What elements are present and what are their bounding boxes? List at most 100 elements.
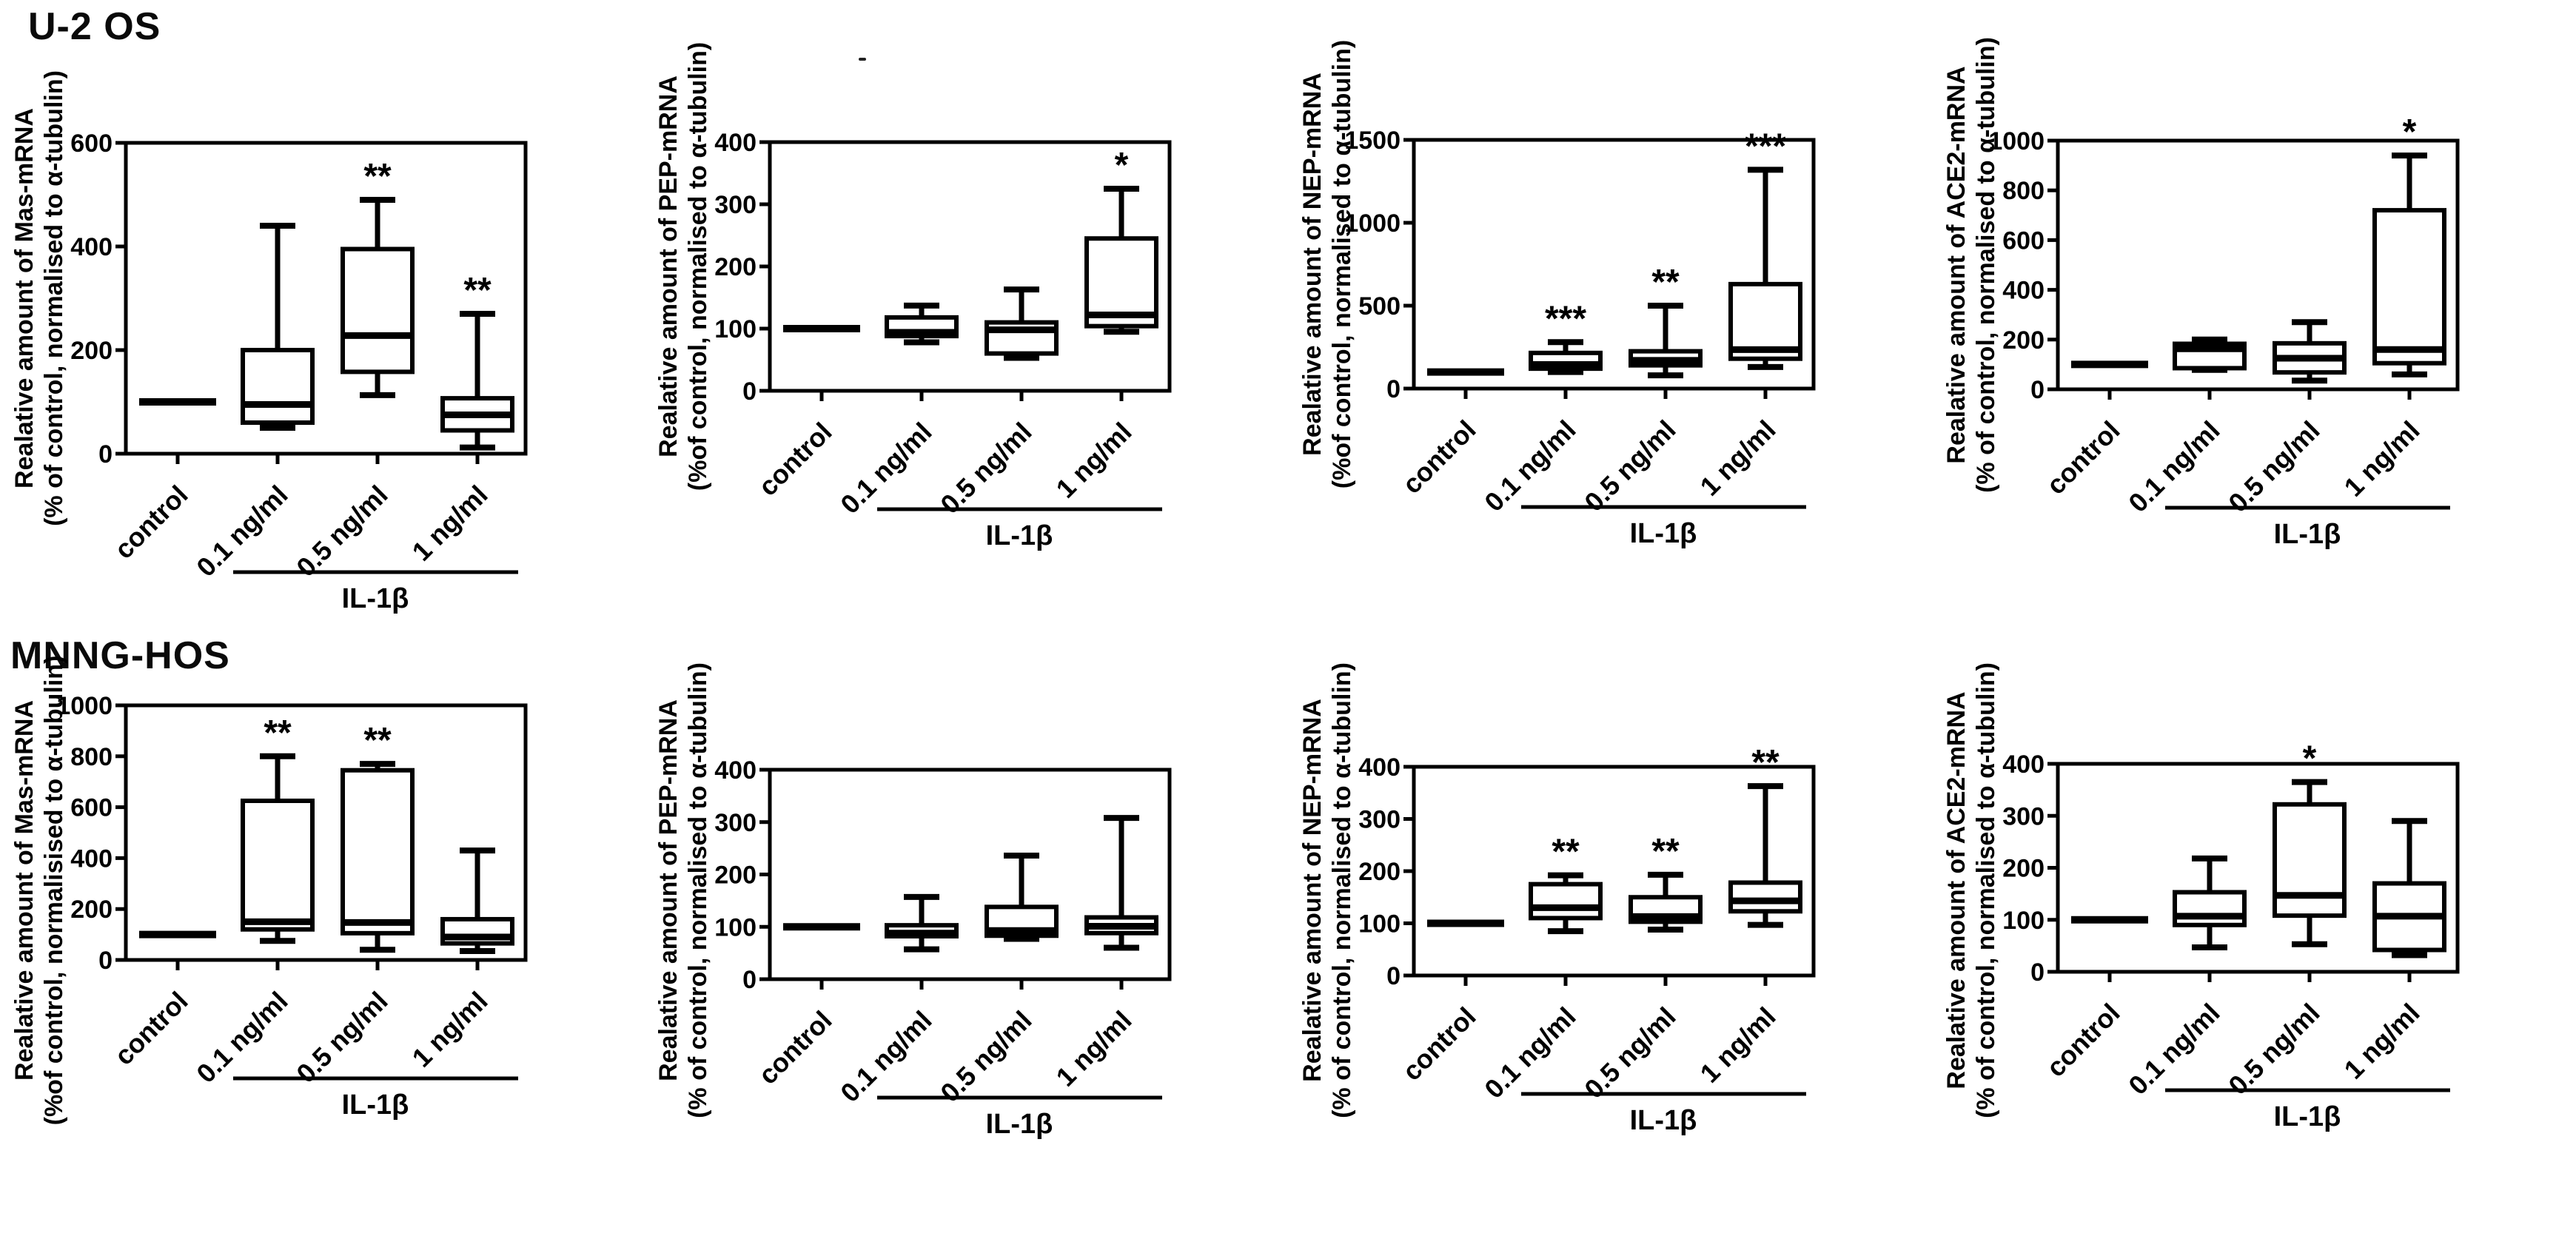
iqr-box: [2173, 890, 2247, 927]
treatment-group-label: IL-1β: [1630, 518, 1697, 549]
significance-stars: **: [1552, 833, 1580, 872]
y-axis-title-line2: (% of control, normalised to α-tubulin): [40, 70, 68, 526]
x-category-label: 1 ng/ml: [1050, 417, 1138, 504]
cell-line-title-u2os: U-2 OS: [28, 5, 161, 48]
x-category-label: 0.1 ng/ml: [2122, 998, 2225, 1101]
y-axis-tick-label: 0: [742, 377, 757, 406]
x-category-label: control: [752, 1005, 837, 1090]
y-axis-tick-label: 300: [2002, 802, 2045, 830]
y-axis-tick-label: 400: [70, 844, 113, 873]
x-category-label: 0.5 ng/ml: [934, 1005, 1037, 1108]
y-axis-tick-label: 800: [70, 743, 113, 771]
plot-frame: [124, 141, 528, 456]
x-category-label: 0.1 ng/ml: [1478, 414, 1581, 517]
y-axis-tick-label: 200: [70, 896, 113, 924]
x-category-label: control: [2040, 415, 2125, 500]
treatment-group-label: IL-1β: [2274, 519, 2341, 550]
boxplot-svg-mnng-mas: 0 200 400 600 800 1000 Realative amount of Mas…: [10, 656, 528, 1125]
y-axis-tick-label: 1000: [56, 692, 113, 720]
y-axis-title-line1: Realative amount of PEP-mRNA: [654, 75, 682, 457]
y-axis-tick-label: 300: [714, 809, 757, 837]
significance-stars: **: [1651, 263, 1680, 302]
y-axis-title-line1: Realative amount of NEP-mRNA: [1298, 699, 1326, 1082]
significance-stars: **: [264, 713, 292, 753]
y-axis-tick-label: 600: [70, 130, 113, 158]
plot-frame: [2056, 138, 2460, 392]
y-axis-title-line2: (%of control, normalised to α-tubulin): [1328, 40, 1356, 488]
plot-frame: [124, 703, 528, 962]
y-axis-tick-label: 100: [1358, 910, 1401, 938]
x-category-label: 1 ng/ml: [2338, 415, 2426, 503]
iqr-box: [1728, 880, 1802, 914]
iqr-box: [1084, 236, 1158, 329]
x-category-label: 0.1 ng/ml: [190, 986, 293, 1089]
treatment-group-label: IL-1β: [986, 520, 1053, 551]
treatment-group-label: IL-1β: [342, 583, 409, 614]
x-category-label: control: [108, 480, 193, 565]
treatment-group-label: IL-1β: [986, 1109, 1053, 1140]
y-axis-tick-label: 0: [2030, 958, 2045, 987]
significance-stars: ***: [1745, 127, 1786, 166]
y-axis-tick-label: 1000: [1344, 209, 1401, 238]
x-category-label: 0.1 ng/ml: [190, 480, 293, 582]
iqr-box: [241, 799, 315, 932]
y-axis-tick-label: 600: [70, 794, 113, 822]
boxplot-svg-mnng-nep: 0 100 200 300 400 Realative amount of NEP-mRN…: [1298, 662, 1816, 1136]
y-axis-title-line2: (% of control, normalised to α-tubulin): [1328, 662, 1356, 1118]
chart-mnng-hos-ace2-mrna: 0 100 200 300 400 Realative amount of ACE2-mR…: [1932, 628, 2576, 1256]
x-category-label: 0.5 ng/ml: [934, 417, 1037, 520]
stray-ink-dot: [859, 58, 866, 61]
boxplot-svg-mnng-ace2: 0 100 200 300 400 Realative amount of ACE2-mR…: [1942, 662, 2460, 1132]
boxplot-svg-u2os-nep: 0 500 1000 1500 Realative amount of NEP-mRNA…: [1298, 40, 1816, 549]
y-axis-tick-label: 200: [2002, 326, 2045, 355]
chart-u2os-mas-mrna: 0 200 400 600 Realative amount of Mas-mRNA (%…: [0, 0, 644, 644]
plot-frame: [1412, 765, 1816, 978]
x-category-label: 0.5 ng/ml: [1578, 414, 1681, 517]
iqr-box: [2273, 802, 2347, 919]
x-category-label: 1 ng/ml: [1050, 1005, 1138, 1092]
treatment-group-label: IL-1β: [2274, 1101, 2341, 1132]
y-axis-tick-label: 100: [714, 315, 757, 343]
plot-frame: [1412, 138, 1816, 391]
chart-u2os-pep-mrna: 0 100 200 300 400 Realative amount of PEP-mRN…: [644, 0, 1288, 644]
y-axis-tick-label: 400: [70, 233, 113, 261]
significance-stars: *: [1115, 146, 1129, 185]
y-axis-tick-label: 200: [70, 337, 113, 365]
y-axis-title-line2: (% of control, normalised to α-tubulin): [1972, 662, 2000, 1118]
x-category-label: control: [1396, 414, 1481, 500]
significance-stars: ***: [1545, 299, 1586, 338]
boxplot-svg-u2os-pep: 0 100 200 300 400 Realative amount of PEP-mRN…: [654, 42, 1172, 551]
chart-mnng-hos-nep-mrna: 0 100 200 300 400 Realative amount of NEP-mRN…: [1288, 628, 1932, 1256]
y-axis-title-line1: Realative amount of ACE2-mRNA: [1942, 66, 1970, 463]
y-axis-title-line2: (% of control, normalised to α-tubulin): [1972, 37, 2000, 493]
iqr-box: [341, 768, 415, 936]
y-axis-title-line1: Realative amount of Mas-mRNA: [10, 700, 38, 1081]
y-axis-title-line1: Realative amount of ACE2-mRNA: [1942, 691, 1970, 1089]
y-axis-tick-label: 400: [1358, 753, 1401, 782]
x-category-label: 0.1 ng/ml: [2122, 415, 2225, 518]
y-axis-tick-label: 500: [1358, 292, 1401, 320]
iqr-box: [2372, 208, 2446, 366]
y-axis-title-line1: Realative amount of Mas-mRNA: [10, 108, 38, 488]
x-category-label: 1 ng/ml: [1694, 1001, 1782, 1089]
y-axis-tick-label: 0: [742, 966, 757, 994]
boxplot-svg-mnng-pep: 0 100 200 300 400 Realative amount of PEP-mRN…: [654, 662, 1172, 1140]
boxplot-svg-u2os-ace2: 0 200 400 600 800 1000 Realative amount of ACE…: [1942, 37, 2460, 550]
x-category-label: control: [752, 417, 837, 502]
y-axis-tick-label: 0: [2030, 376, 2045, 404]
boxplot-svg-u2os-mas: 0 200 400 600 Realative amount of Mas-mRNA (%…: [10, 70, 528, 614]
y-axis-title-line1: Realative amount of PEP-mRNA: [654, 699, 682, 1081]
y-axis-tick-label: 800: [2002, 177, 2045, 205]
x-category-label: 0.5 ng/ml: [2222, 998, 2325, 1101]
x-category-label: 0.1 ng/ml: [834, 1005, 937, 1108]
x-category-label: control: [1396, 1001, 1481, 1087]
significance-stars: *: [2303, 739, 2317, 779]
y-axis-tick-label: 400: [2002, 750, 2045, 779]
y-axis-tick-label: 100: [2002, 907, 2045, 935]
y-axis-tick-label: 300: [714, 191, 757, 219]
y-axis-tick-label: 200: [1358, 858, 1401, 886]
significance-stars: **: [363, 157, 392, 196]
y-axis-tick-label: 300: [1358, 806, 1401, 834]
treatment-group-label: IL-1β: [1630, 1105, 1697, 1136]
